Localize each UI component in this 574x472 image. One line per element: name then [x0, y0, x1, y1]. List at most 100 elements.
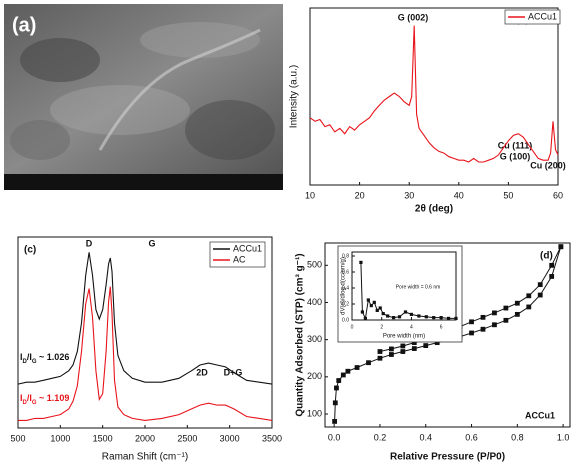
plot-frame: [309, 7, 559, 186]
data-point: [432, 316, 436, 320]
x-tick-label: 40: [454, 190, 464, 200]
annotation: G: [148, 238, 155, 248]
x-tick-label: 2500: [177, 433, 197, 443]
data-point: [386, 314, 390, 318]
y-axis-label: Quantity Adsorbed (STP) (cm³ g⁻¹): [295, 253, 306, 416]
data-point: [423, 343, 429, 348]
data-point: [334, 385, 339, 391]
x-axis-label: 2θ (deg): [415, 204, 453, 215]
x-tick-label: 3500: [262, 433, 282, 443]
y-tick-label: 400: [307, 297, 322, 307]
data-point: [492, 310, 497, 316]
annotation: G (002): [398, 12, 429, 22]
data-point: [332, 419, 338, 424]
legend-label: AC: [233, 254, 246, 264]
y-tick-label: 300: [307, 334, 322, 344]
y-tick-label: 500: [307, 260, 322, 270]
y-tick-label: 0.0: [342, 317, 349, 323]
x-tick-label: 1500: [93, 433, 113, 443]
data-point: [392, 316, 396, 320]
annotation-part: I: [20, 393, 23, 403]
annotation-part: /I: [27, 393, 32, 403]
data-point: [369, 304, 373, 308]
y-tick-label: 0.2: [342, 301, 349, 307]
series-line: [309, 25, 559, 163]
data-point: [549, 262, 555, 268]
plot-frame: [351, 251, 457, 321]
annotation-part: G: [32, 400, 37, 406]
data-point: [454, 316, 458, 320]
x-tick-label: 0.0: [328, 432, 341, 442]
data-point: [336, 378, 342, 383]
data-point: [375, 308, 379, 312]
x-tick-label: 60: [553, 190, 563, 200]
data-point: [403, 310, 408, 314]
x-tick-label: 10: [305, 190, 315, 200]
data-point: [366, 298, 370, 302]
y-tick-label: 0.6: [342, 269, 349, 275]
x-tick-label: 4: [410, 324, 413, 330]
annotation: ID/IG ~ 1.109: [20, 393, 69, 405]
data-point: [378, 306, 382, 310]
x-axis-label: Relative Pressure (P/P0): [390, 452, 505, 463]
data-point: [359, 260, 363, 264]
panel-label: (d): [540, 251, 553, 262]
y-tick-label: 0.8: [342, 253, 349, 259]
y-tick-label: 200: [307, 371, 322, 381]
x-tick-label: 20: [355, 190, 365, 200]
legend-label: ACCu1: [528, 11, 557, 21]
data-point: [480, 326, 486, 332]
y-axis-label: Intensity (a.u.): [289, 65, 300, 128]
panel-label: (a): [12, 14, 36, 36]
data-point: [409, 312, 414, 316]
data-point: [537, 282, 543, 288]
annotation: Pore width = 0.6 nm: [396, 284, 441, 290]
data-point: [446, 316, 451, 320]
x-tick-label: 0.8: [511, 432, 524, 442]
data-point: [514, 300, 520, 306]
legend-box: [209, 241, 266, 268]
x-tick-label: 1.0: [557, 432, 570, 442]
annotation-part: I: [20, 352, 23, 362]
legend-label: ACCu1: [233, 243, 262, 253]
data-point: [372, 300, 376, 304]
x-tick-label: 0.6: [465, 432, 478, 442]
x-tick-label: 500: [10, 433, 25, 443]
data-point: [526, 293, 532, 299]
data-point: [360, 310, 364, 314]
series-line: [18, 286, 273, 421]
data-point: [411, 346, 417, 351]
data-point: [377, 355, 383, 361]
data-point: [389, 352, 394, 357]
annotation: D: [86, 238, 93, 248]
x-tick-label: 6: [440, 324, 443, 330]
data-point: [514, 311, 520, 317]
sem-image: (a): [4, 4, 283, 190]
data-point: [537, 292, 543, 298]
x-axis-label: Raman Shift (cm⁻¹): [102, 452, 188, 463]
data-point: [345, 368, 351, 374]
data-point: [439, 316, 443, 320]
data-point: [381, 312, 385, 316]
inset-frame: [337, 245, 463, 343]
data-point: [340, 372, 346, 378]
data-point: [400, 343, 406, 349]
x-tick-label: 3000: [220, 433, 240, 443]
legend-box: [504, 9, 561, 25]
data-point: [389, 346, 394, 352]
annotation: G (100): [500, 151, 531, 161]
annotation-part: G: [32, 359, 37, 365]
y-tick-label: 100: [307, 408, 322, 418]
data-point: [469, 330, 474, 336]
data-point: [366, 360, 371, 366]
x-tick-label: 2: [380, 324, 383, 330]
series-line: [17, 252, 273, 385]
x-tick-label: 0: [351, 324, 354, 330]
x-tick-label: 0.4: [419, 432, 432, 442]
plot-frame: [324, 242, 571, 428]
data-point: [417, 314, 421, 318]
data-point: [549, 274, 555, 279]
data-point: [526, 304, 532, 310]
x-tick-label: 0.2: [374, 432, 387, 442]
